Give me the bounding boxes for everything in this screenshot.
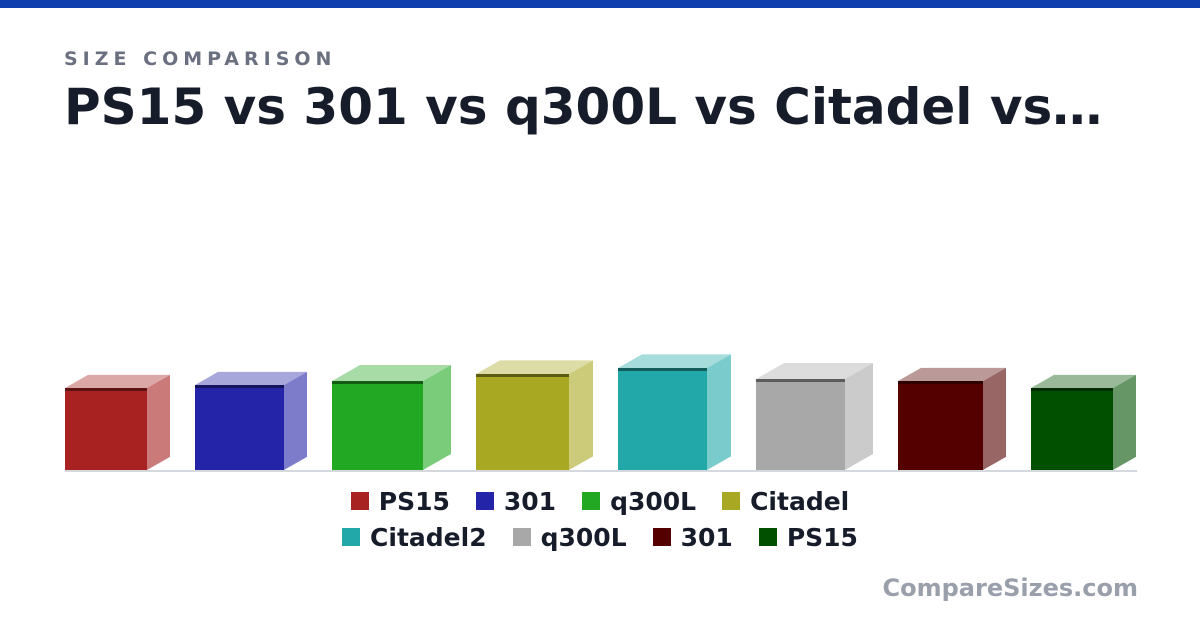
box-top: [756, 363, 873, 379]
legend-item: PS15: [350, 486, 450, 516]
box-top: [618, 354, 731, 368]
legend-label: PS15: [378, 486, 450, 516]
legend-swatch: [582, 492, 601, 510]
box-front: [476, 374, 569, 470]
box-edge: [898, 381, 983, 384]
legend-swatch: [722, 492, 741, 510]
legend-item: 301: [475, 486, 557, 516]
legend-label: Citadel2: [370, 522, 487, 552]
legend-swatch: [512, 528, 531, 546]
box-top: [1031, 374, 1136, 388]
box-side: [845, 363, 873, 470]
box-edge: [1031, 388, 1113, 391]
legend-swatch: [350, 492, 369, 510]
box-top: [476, 360, 593, 374]
box-front: [65, 388, 147, 470]
legend-label: 301: [503, 486, 557, 516]
box-side: [423, 365, 451, 470]
legend-swatch: [342, 528, 361, 546]
legend-label: PS15: [786, 522, 858, 552]
top-bar: [0, 0, 1200, 8]
legend-label: Citadel: [750, 486, 850, 516]
box-edge: [332, 381, 423, 384]
box-side: [1113, 374, 1136, 470]
box-edge: [65, 388, 147, 391]
box-edge: [618, 368, 707, 371]
box-front: [195, 385, 284, 470]
subtitle: SIZE COMPARISON: [64, 48, 337, 70]
box-top: [898, 367, 1006, 381]
box-front: [898, 381, 983, 470]
legend-item: q300L: [512, 522, 627, 552]
box-side: [707, 354, 731, 470]
legend-item: PS15: [758, 522, 858, 552]
box-front: [1031, 388, 1113, 470]
box-edge: [195, 385, 284, 388]
box-side: [569, 360, 593, 470]
legend-swatch: [758, 528, 777, 546]
box-side: [284, 371, 307, 470]
box-front: [332, 381, 423, 470]
legend-item: 301: [652, 522, 733, 552]
legend-item: Citadel: [722, 486, 849, 516]
box-side: [147, 374, 170, 470]
legend-label: 301: [680, 522, 733, 552]
legend-label: q300L: [540, 522, 627, 552]
box-top: [332, 365, 451, 381]
box-edge: [476, 374, 569, 377]
legend-swatch: [475, 492, 494, 510]
box-top: [65, 374, 170, 388]
legend: PS15 301 q300L Citadel Citadel2 q300L 301 PS15: [0, 486, 1200, 552]
chart-title: PS15 vs 301 vs q300L vs Citadel vs…: [64, 78, 1103, 136]
legend-item: q300L: [582, 486, 696, 516]
legend-item: Citadel2: [342, 522, 487, 552]
legend-swatch: [652, 528, 671, 546]
box-front: [618, 368, 707, 470]
legend-label: q300L: [610, 486, 697, 516]
box-front: [756, 379, 845, 470]
watermark: CompareSizes.com: [882, 574, 1138, 602]
box-top: [195, 371, 307, 385]
box-edge: [756, 379, 845, 382]
box-side: [983, 367, 1006, 470]
